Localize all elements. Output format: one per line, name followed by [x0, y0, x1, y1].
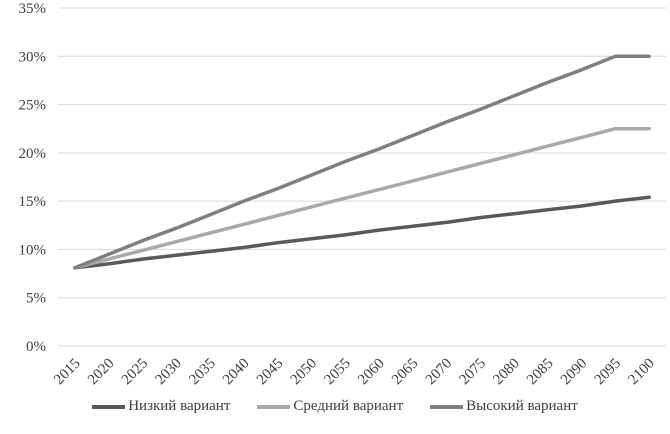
- legend-label: Средний вариант: [293, 398, 404, 414]
- y-axis-tick-label: 20%: [19, 146, 47, 162]
- chart-plot-area: 0%5%10%15%20%25%30%35%2015 2020 2025 2030 20…: [19, 1, 666, 389]
- y-axis-tick-label: 15%: [19, 194, 47, 210]
- chart-legend: Низкий вариант Средний вариант Высокий вар…: [0, 398, 670, 415]
- x-axis-tick-label: 2070: [423, 356, 456, 389]
- x-axis-tick-label: 2050: [288, 356, 321, 389]
- x-axis-tick-label: 2025: [119, 356, 152, 389]
- legend-label: Высокий вариант: [466, 398, 578, 414]
- legend-label: Низкий вариант: [128, 398, 231, 414]
- series-line: [73, 54, 651, 270]
- y-axis-tick-label: 10%: [19, 242, 47, 258]
- x-axis-tick-label: 2085: [524, 356, 557, 389]
- legend-line-swatch: [257, 404, 291, 409]
- x-axis-tick-label: 2055: [321, 356, 354, 389]
- legend-item: Средний вариант: [257, 398, 403, 415]
- x-axis-tick-label: 2075: [457, 356, 490, 389]
- y-axis-tick-label: 5%: [26, 291, 46, 307]
- x-axis-tick-label: 2040: [220, 356, 253, 389]
- x-axis-tick-label: 2090: [558, 356, 591, 389]
- x-axis-tick-label: 2060: [355, 356, 388, 389]
- x-axis-tick-label: 2100: [625, 356, 658, 389]
- series-line: [73, 195, 651, 270]
- x-axis-tick-label: 2015: [51, 356, 84, 389]
- legend-line-swatch: [430, 404, 464, 409]
- y-axis-tick-label: 0%: [26, 339, 46, 355]
- x-axis-tick-label: 2030: [153, 356, 186, 389]
- legend-item: Высокий вариант: [430, 398, 578, 415]
- x-axis-tick-label: 2045: [254, 356, 287, 389]
- x-axis-tick-label: 2020: [85, 356, 118, 389]
- y-axis-tick-label: 35%: [19, 1, 47, 17]
- x-axis-tick-label: 2065: [389, 356, 422, 389]
- x-axis-tick-label: 2095: [592, 356, 625, 389]
- x-axis-tick-label: 2080: [490, 356, 523, 389]
- series-line: [73, 126, 651, 270]
- x-axis-tick-label: 2035: [186, 356, 219, 389]
- y-axis-tick-label: 25%: [19, 98, 47, 114]
- legend-line-swatch: [92, 404, 126, 409]
- legend-item: Низкий вариант: [92, 398, 230, 415]
- y-axis-tick-label: 30%: [19, 49, 47, 65]
